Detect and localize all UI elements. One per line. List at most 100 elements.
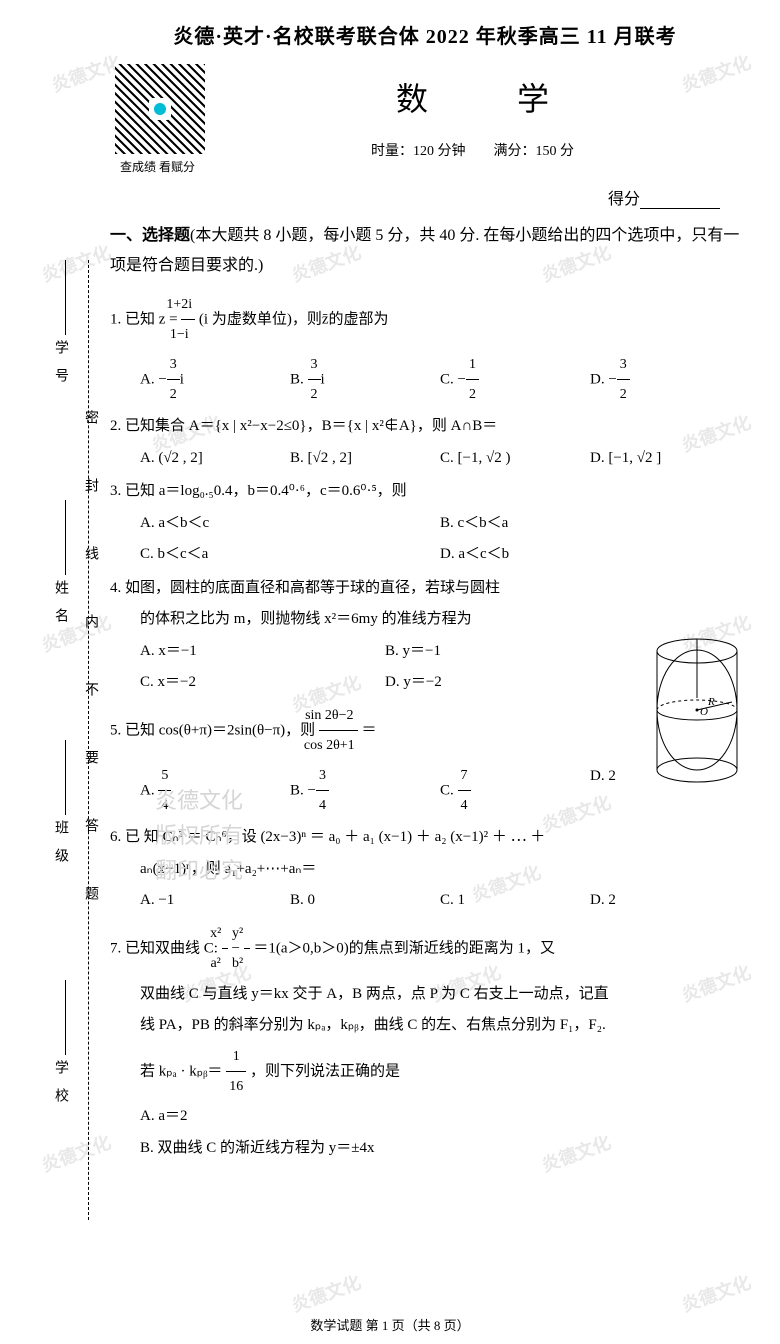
f: 3 (617, 350, 630, 380)
q4-options: A. x＝−1 B. y＝−1 C. x＝−2 D. y＝−2 (110, 636, 630, 699)
q2-A: A. (√2 , 2] (140, 443, 290, 475)
exam-header: 炎德·英才·名校联考联合体 2022 年秋季高三 11 月联考 (110, 20, 740, 49)
q7-B: B. 双曲线 C 的渐近线方程为 y＝±4x (110, 1133, 740, 1165)
f: 4 (158, 791, 171, 820)
q6-C: C. 1 (440, 885, 590, 917)
f: sin 2θ−2 (319, 701, 358, 731)
f: A. (140, 782, 158, 798)
q2-stem: 2. 已知集合 A＝{x | x²−x−2≤0}，B＝{x | x²∉A}，则 … (110, 411, 740, 443)
q6-line2: aₙ(x−1)ⁿ，则 a₁+a₂+⋯+aₙ＝ (110, 854, 740, 886)
q1-C: C. −12 (440, 350, 590, 410)
q1-frac: 1+2i1−i (181, 290, 195, 350)
q1-C-pre: C. − (440, 371, 466, 387)
q5-D: D. 2 (590, 761, 740, 821)
q2-options: A. (√2 , 2] B. [√2 , 2] C. [−1, √2 ) D. … (110, 443, 740, 475)
score-label: 得分 (608, 191, 640, 208)
f: 2 (167, 380, 180, 409)
f: 2 (308, 380, 321, 409)
q4-B: B. y＝−1 (385, 636, 630, 668)
side-line3 (65, 740, 66, 815)
q5-post: ＝ (361, 722, 376, 738)
f: C. (440, 782, 458, 798)
subject-title: 数 学 (205, 74, 740, 120)
q2-B: B. [√2 , 2] (290, 443, 440, 475)
q1-B-pre: B. (290, 371, 308, 387)
section-1-title: 一、选择题(本大题共 8 小题，每小题 5 分，共 40 分. 在每小题给出的四… (110, 221, 740, 282)
question-2: 2. 已知集合 A＝{x | x²−x−2≤0}，B＝{x | x²∉A}，则 … (110, 411, 740, 474)
q6-B: B. 0 (290, 885, 440, 917)
q3-options: A. a＜b＜c B. c＜b＜a C. b＜c＜a D. a＜c＜b (110, 508, 740, 571)
f: 2 (466, 380, 479, 409)
question-7: 7. 已知双曲线 C: x²a² − y²b² ＝1(a＞0,b＞0)的焦点到渐… (110, 919, 740, 1165)
f: a² (222, 949, 228, 978)
f: cos 2θ+1 (319, 731, 358, 760)
f: y² (244, 919, 250, 949)
qr-dot-icon (154, 103, 166, 115)
section-1-bold: 一、选择题 (110, 227, 190, 244)
q1-A: A. −32i (140, 350, 290, 410)
q3-D: D. a＜c＜b (440, 539, 740, 571)
q3-stem: 3. 已知 a＝log₀.₅0.4，b＝0.4⁰·⁶，c＝0.6⁰·⁵，则 (110, 476, 740, 508)
q1-D-pre: D. − (590, 371, 617, 387)
q5-pre: 5. 已知 cos(θ+π)＝2sin(θ−π)，则 (110, 722, 315, 738)
f: B. − (290, 782, 316, 798)
side-line2 (65, 500, 66, 575)
q4-line2: 的体积之比为 m，则抛物线 x²＝6my 的准线方程为 (110, 604, 630, 636)
q3-C: C. b＜c＜a (140, 539, 440, 571)
side-line1 (65, 260, 66, 335)
q7-post1: ＝1(a＞0,b＞0)的焦点到渐近线的距离为 1，又 (253, 940, 555, 956)
f: 4 (458, 791, 471, 820)
q2-C: C. [−1, √2 ) (440, 443, 590, 475)
q6-line1: 6. 已 知 Cₙ³ ＝ Cₙ⁶，设 (2x−3)ⁿ ＝ a₀ ＋ a₁ (x−… (110, 822, 740, 854)
q3-B: B. c＜b＜a (440, 508, 740, 540)
q6-A: A. −1 (140, 885, 290, 917)
q7-line2: 双曲线 C 与直线 y＝kx 交于 A，B 两点，点 P 为 C 右支上一动点，… (110, 979, 740, 1011)
q7-line3: 线 PA，PB 的斜率分别为 kₚₐ，kₚᵦ，曲线 C 的左、右焦点分别为 F₁… (110, 1010, 740, 1042)
title-area: 数 学 时量：120 分钟 满分：150 分 (205, 64, 740, 160)
qr-code (115, 64, 205, 154)
q4-A: A. x＝−1 (140, 636, 385, 668)
f: b² (244, 949, 250, 978)
q7-line4-pre: 若 kₚₐ · kₚᵦ＝ (140, 1063, 222, 1079)
q1-frac-num: 1+2i (181, 290, 195, 320)
f: 16 (226, 1072, 246, 1101)
f: 3 (167, 350, 180, 380)
side-xuehao: 学 号 (50, 340, 70, 382)
q1-frac-den: 1−i (181, 320, 195, 349)
q7-line4-post: ，则下列说法正确的是 (250, 1063, 400, 1079)
q2-D: D. [−1, √2 ] (590, 443, 740, 475)
q5-C: C. 74 (440, 761, 590, 821)
qr-caption: 查成绩 看赋分 (110, 158, 205, 175)
q1-B: B. 32i (290, 350, 440, 410)
score-blank (640, 208, 720, 209)
q6-D: D. 2 (590, 885, 740, 917)
seal-text: 密 封 线 内 不 要 答 题 (80, 410, 100, 920)
watermark: 炎德文化 (678, 1268, 755, 1317)
question-1: 1. 已知 z = 1+2i1−i (i 为虚数单位)，则z̄的虚部为 A. −… (110, 290, 740, 410)
q7-pre: 7. 已知双曲线 C: (110, 940, 218, 956)
q1-A-pre: A. − (140, 371, 167, 387)
exam-info: 时量：120 分钟 满分：150 分 (205, 140, 740, 160)
score-line: 得分 (110, 185, 740, 209)
q5-B: B. −34 (290, 761, 440, 821)
f: 4 (316, 791, 329, 820)
f: 3 (316, 761, 329, 791)
q1-options: A. −32i B. 32i C. −12 D. −32 (110, 350, 740, 410)
f: 7 (458, 761, 471, 791)
q5-options: A. 54 B. −34 C. 74 D. 2 (110, 761, 740, 821)
f: 1 (466, 350, 479, 380)
q6-options: A. −1 B. 0 C. 1 D. 2 (110, 885, 740, 917)
side-xingming: 姓 名 (50, 580, 70, 622)
q4-C: C. x＝−2 (140, 667, 385, 699)
f: x² (222, 919, 228, 949)
question-3: 3. 已知 a＝log₀.₅0.4，b＝0.4⁰·⁶，c＝0.6⁰·⁵，则 A.… (110, 476, 740, 571)
f: 5 (158, 761, 171, 791)
q5-frac: sin 2θ−2cos 2θ+1 (319, 701, 358, 761)
q5-A: A. 54 (140, 761, 290, 821)
side-binding-strip: 学 号 姓 名 班 级 学 校 密 封 线 内 不 要 答 题 (30, 60, 100, 1260)
qr-title-row: 查成绩 看赋分 数 学 时量：120 分钟 满分：150 分 (110, 64, 740, 175)
section-1-rest: (本大题共 8 小题，每小题 5 分，共 40 分. 在每小题给出的四个选项中，… (110, 227, 739, 274)
f: i (180, 371, 184, 387)
question-4: 4. 如图，圆柱的底面直径和高都等于球的直径，若球与圆柱 的体积之比为 m，则抛… (110, 573, 740, 699)
q4-D: D. y＝−2 (385, 667, 630, 699)
